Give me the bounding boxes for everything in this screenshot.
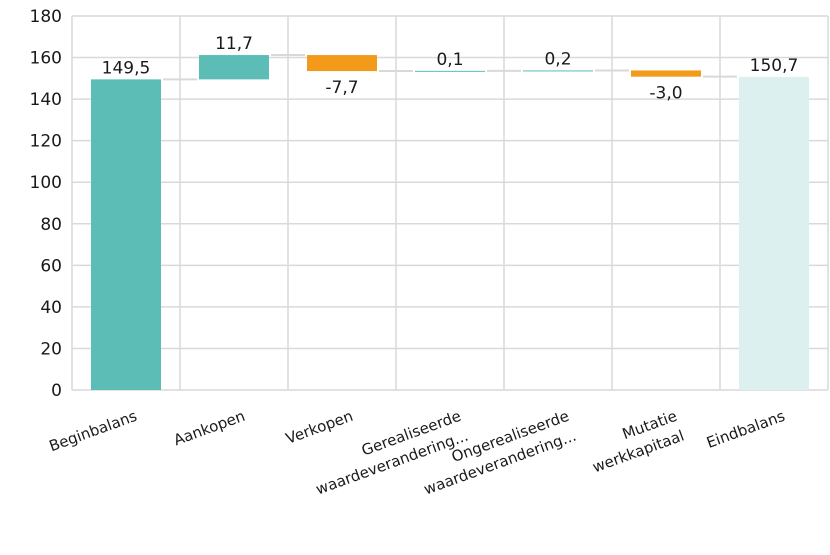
x-tick-label: Mutatiewerkkapitaal bbox=[583, 407, 687, 477]
data-label: 149,5 bbox=[102, 58, 151, 78]
data-label: -3,0 bbox=[649, 84, 682, 104]
y-tick-label: 40 bbox=[40, 298, 62, 318]
waterfall-bar bbox=[739, 76, 809, 390]
waterfall-bar bbox=[415, 70, 485, 72]
x-tick-label: Beginbalans bbox=[47, 407, 140, 455]
y-tick-label: 0 bbox=[51, 381, 62, 401]
y-tick-label: 160 bbox=[30, 49, 62, 69]
x-tick-label-line: Beginbalans bbox=[47, 407, 140, 455]
x-tick-label: Eindbalans bbox=[704, 407, 787, 452]
y-tick-label: 20 bbox=[40, 339, 62, 359]
data-label: 0,2 bbox=[544, 49, 571, 69]
x-tick-label-line: Eindbalans bbox=[704, 407, 787, 452]
waterfall-bar bbox=[307, 55, 377, 72]
y-tick-label: 80 bbox=[40, 215, 62, 235]
waterfall-bar bbox=[199, 55, 269, 80]
data-label: 11,7 bbox=[215, 34, 253, 54]
data-label: 0,1 bbox=[436, 50, 463, 70]
data-label: -7,7 bbox=[325, 78, 358, 98]
y-tick-label: 120 bbox=[30, 132, 62, 152]
x-tick-label-line: Aankopen bbox=[171, 407, 247, 449]
y-tick-label: 60 bbox=[40, 256, 62, 276]
waterfall-bar bbox=[631, 70, 701, 77]
x-tick-label: Aankopen bbox=[171, 407, 247, 449]
y-tick-label: 100 bbox=[30, 173, 62, 193]
data-label: 150,7 bbox=[750, 56, 799, 76]
x-tick-label-line: Verkopen bbox=[283, 407, 355, 448]
y-tick-label: 180 bbox=[30, 7, 62, 27]
x-tick-label: Verkopen bbox=[283, 407, 355, 448]
waterfall-bar bbox=[91, 79, 161, 390]
y-tick-label: 140 bbox=[30, 90, 62, 110]
waterfall-bar bbox=[523, 70, 593, 72]
